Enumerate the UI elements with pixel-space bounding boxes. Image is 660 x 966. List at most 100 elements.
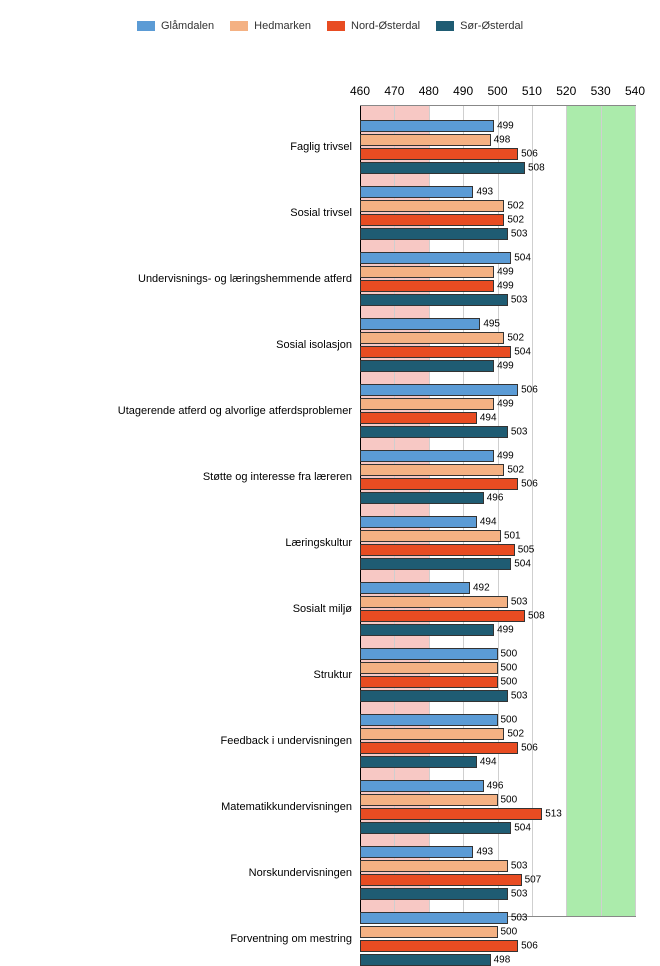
bar: [360, 530, 501, 542]
bar-value-label: 492: [473, 583, 490, 594]
bar-value-label: 494: [480, 413, 497, 424]
bar: [360, 860, 508, 872]
bar-value-label: 498: [494, 135, 511, 146]
legend-swatch: [137, 21, 155, 31]
x-tick-label: 460: [350, 84, 370, 98]
bar-value-label: 499: [497, 451, 514, 462]
category-label: Utagerende atferd og alvorlige atferdspr…: [118, 405, 360, 417]
bar: [360, 728, 504, 740]
bar-value-label: 503: [511, 597, 528, 608]
bar: [360, 756, 477, 768]
bar: [360, 332, 504, 344]
bar-value-label: 503: [511, 229, 528, 240]
bar: [360, 954, 491, 966]
bar-value-label: 500: [501, 663, 518, 674]
category-label: Struktur: [313, 669, 360, 681]
category-label: Matematikkundervisningen: [221, 801, 360, 813]
bar-value-label: 508: [528, 611, 545, 622]
bar: [360, 346, 511, 358]
gridline: [635, 106, 636, 916]
bar-value-label: 506: [521, 479, 538, 490]
bar-value-label: 502: [507, 333, 524, 344]
gridline: [532, 106, 533, 916]
bar: [360, 610, 525, 622]
bar-value-label: 494: [480, 757, 497, 768]
legend-item-hedmarken: Hedmarken: [230, 20, 311, 32]
category-label: Norskundervisningen: [249, 867, 360, 879]
bar-value-label: 499: [497, 361, 514, 372]
bar: [360, 940, 518, 952]
bar-value-label: 503: [511, 691, 528, 702]
x-tick-label: 480: [419, 84, 439, 98]
bar: [360, 228, 508, 240]
x-tick-label: 490: [453, 84, 473, 98]
x-tick-label: 510: [522, 84, 542, 98]
bar-value-label: 504: [514, 253, 531, 264]
bar: [360, 464, 504, 476]
bar-value-label: 494: [480, 517, 497, 528]
bar-value-label: 506: [521, 385, 538, 396]
bar: [360, 148, 518, 160]
category-label: Læringskultur: [285, 537, 360, 549]
legend-swatch: [327, 21, 345, 31]
bar: [360, 874, 522, 886]
bar: [360, 492, 484, 504]
bar: [360, 214, 504, 226]
category-label: Sosial isolasjon: [276, 339, 360, 351]
bar: [360, 582, 470, 594]
plot-area: 460470480490500510520530540Faglig trivse…: [360, 105, 636, 917]
bar: [360, 624, 494, 636]
bar: [360, 120, 494, 132]
bar-value-label: 506: [521, 743, 538, 754]
category-label: Forventning om mestring: [230, 933, 360, 945]
bar: [360, 808, 542, 820]
category-label: Faglig trivsel: [290, 141, 360, 153]
bar: [360, 544, 515, 556]
bar: [360, 912, 508, 924]
bar-value-label: 503: [511, 295, 528, 306]
bar: [360, 794, 498, 806]
bar: [360, 384, 518, 396]
category-label: Feedback i undervisningen: [221, 735, 360, 747]
bar: [360, 690, 508, 702]
bar: [360, 266, 494, 278]
bar: [360, 186, 473, 198]
bar-value-label: 504: [514, 559, 531, 570]
bar-value-label: 506: [521, 149, 538, 160]
legend-label: Nord-Østerdal: [351, 20, 420, 32]
bar-value-label: 503: [511, 861, 528, 872]
bar-value-label: 508: [528, 163, 545, 174]
legend-label: Sør-Østerdal: [460, 20, 523, 32]
bar: [360, 478, 518, 490]
bar-value-label: 502: [507, 465, 524, 476]
bar-value-label: 503: [511, 913, 528, 924]
bar-value-label: 499: [497, 625, 514, 636]
bar-value-label: 499: [497, 399, 514, 410]
chart-root: Glåmdalen Hedmarken Nord-Østerdal Sør-Øs…: [0, 0, 660, 950]
bar: [360, 280, 494, 292]
bar: [360, 318, 480, 330]
bar-value-label: 507: [525, 875, 542, 886]
bar-value-label: 500: [501, 927, 518, 938]
bar: [360, 412, 477, 424]
bar-value-label: 499: [497, 121, 514, 132]
bar-value-label: 499: [497, 281, 514, 292]
legend-label: Hedmarken: [254, 20, 311, 32]
bar-value-label: 500: [501, 649, 518, 660]
bar: [360, 676, 498, 688]
bar-value-label: 505: [518, 545, 535, 556]
legend: Glåmdalen Hedmarken Nord-Østerdal Sør-Øs…: [0, 20, 660, 32]
bar: [360, 294, 508, 306]
bar-value-label: 502: [507, 201, 524, 212]
bar: [360, 450, 494, 462]
bar-value-label: 501: [504, 531, 521, 542]
legend-item-glamdalen: Glåmdalen: [137, 20, 214, 32]
bar: [360, 648, 498, 660]
bar-value-label: 502: [507, 215, 524, 226]
x-tick-label: 470: [384, 84, 404, 98]
bar: [360, 662, 498, 674]
bar-value-label: 496: [487, 781, 504, 792]
bar: [360, 780, 484, 792]
bar: [360, 516, 477, 528]
bar: [360, 926, 498, 938]
